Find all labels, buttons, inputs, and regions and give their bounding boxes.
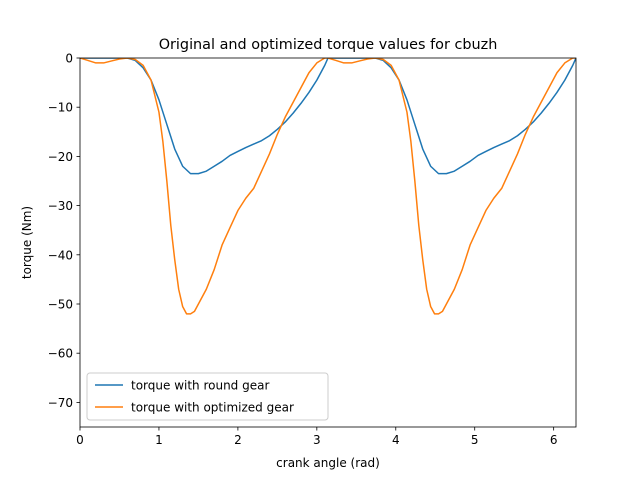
y-tick-label: −30 — [48, 199, 73, 213]
chart-title: Original and optimized torque values for… — [159, 37, 498, 53]
x-axis-label: crank angle (rad) — [276, 456, 380, 470]
legend-box — [86, 372, 329, 421]
series-layer — [80, 58, 576, 315]
x-tick-label: 6 — [550, 433, 558, 447]
legend-label-2: torque with optimized gear — [131, 401, 294, 415]
plot-frame — [79, 57, 577, 428]
x-tick-label: 1 — [155, 433, 163, 447]
y-axis-label: torque (Nm) — [20, 206, 34, 279]
y-tick-label: −40 — [48, 248, 73, 262]
series-line-2 — [80, 58, 576, 315]
series-line-1 — [80, 58, 576, 175]
y-tick-label: 0 — [65, 52, 73, 66]
x-axis: 0 1 2 3 4 5 6 — [76, 427, 557, 447]
legend: torque with round gear torque with optimi… — [86, 372, 329, 421]
y-tick-label: −10 — [48, 101, 73, 115]
x-tick-label: 5 — [471, 433, 479, 447]
y-tick-label: −70 — [48, 396, 73, 410]
y-tick-label: −20 — [48, 150, 73, 164]
legend-label-1: torque with round gear — [131, 379, 269, 393]
y-axis: 0 −10 −20 −30 −40 −50 −60 −70 — [48, 52, 80, 410]
plot-area — [79, 57, 577, 428]
y-tick-label: −60 — [48, 347, 73, 361]
x-tick-label: 4 — [392, 433, 400, 447]
x-tick-label: 0 — [76, 433, 84, 447]
x-tick-label: 3 — [313, 433, 321, 447]
x-tick-label: 2 — [234, 433, 242, 447]
y-tick-label: −50 — [48, 298, 73, 312]
